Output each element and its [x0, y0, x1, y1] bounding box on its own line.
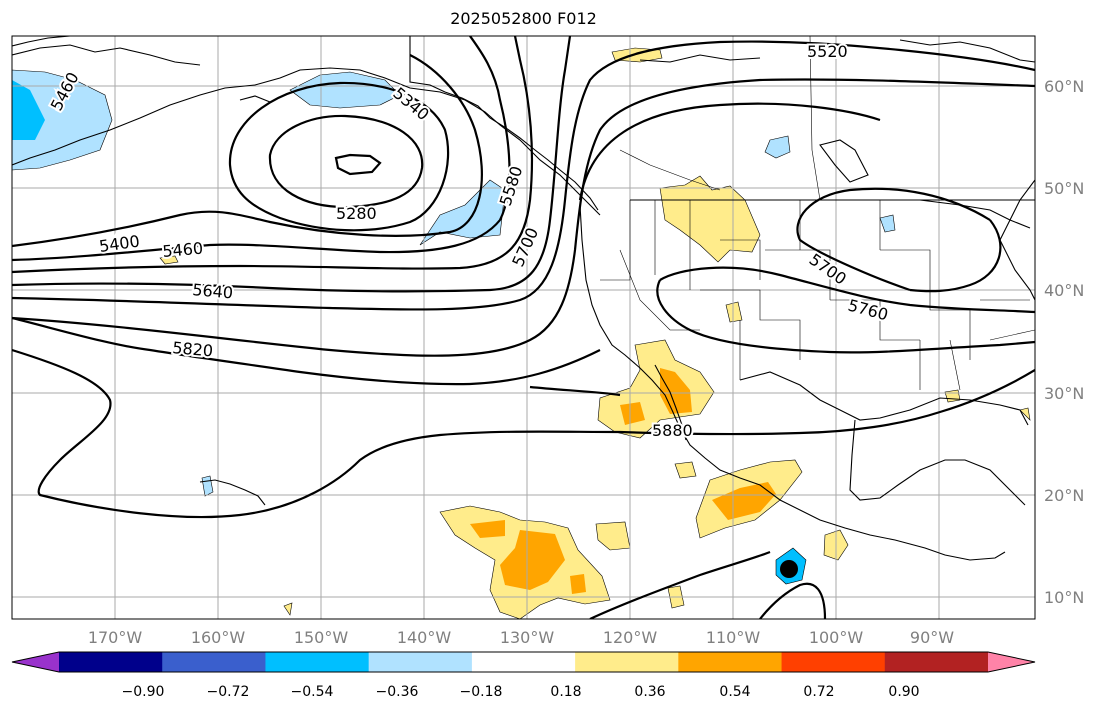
colorbar-extend-low	[12, 652, 59, 672]
colorbar-segment	[368, 652, 473, 672]
colorbar-segment	[575, 652, 679, 672]
colorbar-segment	[162, 652, 266, 672]
colorbar-tick: −0.36	[376, 684, 419, 700]
colorbar-segment	[781, 652, 886, 672]
contour-label: 5820	[172, 338, 214, 360]
colorbar-extend-high	[988, 652, 1035, 672]
colorbar-segment	[265, 652, 370, 672]
lat-tick: 40°N	[1044, 281, 1084, 300]
colorbar-tick: 0.36	[634, 684, 665, 700]
lon-tick: 130°W	[500, 628, 555, 647]
map-frame	[11, 35, 1036, 620]
lon-tick: 90°W	[910, 628, 954, 647]
colorbar-tick: −0.90	[122, 684, 165, 700]
shaded-field-positive	[159, 47, 1031, 619]
colorbar-tick: 0.18	[550, 684, 581, 700]
contour-label: 5520	[807, 42, 848, 61]
map-title: 2025052800 F012	[450, 9, 597, 28]
colorbar-tick: −0.72	[207, 684, 250, 700]
colorbar-segment	[678, 652, 783, 672]
height-contours	[12, 36, 1035, 619]
contour-label: 5640	[192, 280, 234, 302]
gridlines	[12, 36, 1035, 619]
colorbar-tick: 0.90	[888, 684, 919, 700]
latitude-tick-labels: 60°N 50°N 40°N 30°N 20°N 10°N	[1044, 77, 1084, 607]
colorbar-tick: 0.72	[803, 684, 834, 700]
lat-tick: 60°N	[1044, 77, 1084, 96]
contour-label: 5460	[162, 239, 204, 261]
colorbar	[11, 651, 1036, 673]
lon-tick: 120°W	[603, 628, 658, 647]
colorbar-tick: 0.54	[719, 684, 750, 700]
lat-tick: 20°N	[1044, 486, 1084, 505]
lat-tick: 30°N	[1044, 384, 1084, 403]
contour-label: 5280	[336, 204, 377, 223]
lon-tick: 140°W	[397, 628, 452, 647]
lon-tick: 170°W	[88, 628, 143, 647]
lon-tick: 160°W	[191, 628, 246, 647]
contour-label: 5880	[652, 421, 693, 440]
colorbar-tick: −0.18	[460, 684, 503, 700]
colorbar-segment	[884, 652, 989, 672]
longitude-tick-labels: 170°W 160°W 150°W 140°W 130°W 120°W 110°…	[88, 628, 954, 647]
colorbar-outline	[11, 651, 1036, 673]
lon-tick: 100°W	[809, 628, 864, 647]
shaded-field-negative	[12, 69, 896, 585]
lat-tick: 10°N	[1044, 588, 1084, 607]
colorbar-tick: −0.54	[291, 684, 334, 700]
state-borders	[600, 36, 1035, 391]
colorbar-segment	[471, 652, 576, 672]
colorbar-tick-labels: −0.90 −0.72 −0.54 −0.36 −0.18 0.18 0.36 …	[122, 684, 920, 700]
lat-tick: 50°N	[1044, 179, 1084, 198]
colorbar-segment	[59, 652, 163, 672]
lon-tick: 150°W	[294, 628, 349, 647]
lon-tick: 110°W	[706, 628, 761, 647]
